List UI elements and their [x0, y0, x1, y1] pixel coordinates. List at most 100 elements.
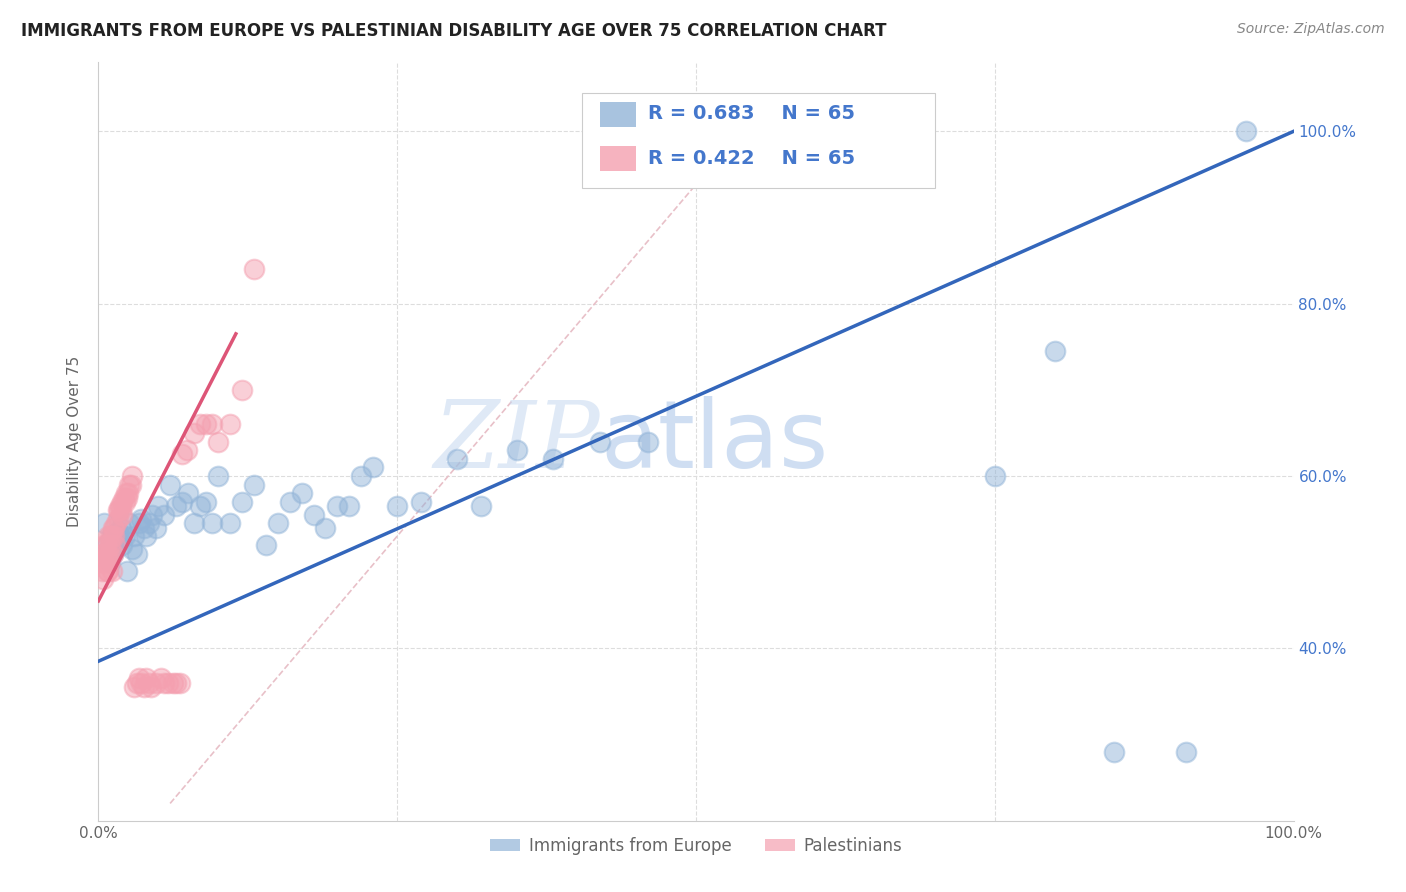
Point: [188, 499, 211, 513]
Point: [104, 538, 127, 552]
Point: [139, 680, 162, 694]
Point: [138, 675, 160, 690]
Point: [541, 451, 564, 466]
Point: [446, 451, 468, 466]
Point: [98, 538, 122, 552]
Point: [162, 675, 184, 690]
Point: [91, 573, 114, 587]
Point: [350, 469, 373, 483]
Point: [105, 533, 128, 548]
Point: [201, 417, 224, 432]
Point: [135, 672, 157, 686]
Point: [98, 555, 122, 569]
Point: [195, 495, 218, 509]
Point: [1234, 124, 1257, 138]
Point: [115, 491, 138, 505]
Point: [107, 503, 129, 517]
Point: [148, 499, 170, 513]
Point: [207, 434, 229, 449]
Point: [101, 547, 124, 561]
Point: [219, 417, 242, 432]
Point: [94, 538, 117, 552]
Point: [96, 564, 118, 578]
Point: [111, 538, 134, 552]
Point: [117, 486, 139, 500]
Point: [128, 516, 150, 531]
Point: [115, 486, 138, 500]
Point: [131, 675, 153, 690]
Point: [103, 521, 125, 535]
Point: [363, 460, 385, 475]
Point: [121, 542, 143, 557]
Point: [165, 499, 187, 513]
Point: [107, 503, 129, 517]
Point: [219, 516, 242, 531]
Point: [96, 538, 118, 552]
Point: [201, 516, 224, 531]
Point: [96, 547, 118, 561]
Point: [108, 499, 131, 513]
Point: [100, 564, 122, 578]
Point: [207, 469, 229, 483]
Bar: [600, 102, 637, 127]
Point: [183, 425, 205, 440]
Point: [128, 672, 150, 686]
Point: [326, 499, 349, 513]
Point: [97, 564, 120, 578]
Point: [132, 521, 155, 535]
Point: [104, 542, 127, 557]
Point: [103, 529, 125, 543]
Point: [98, 529, 122, 543]
Point: [188, 417, 211, 432]
Point: [195, 417, 218, 432]
Point: [98, 547, 121, 561]
Point: [118, 477, 141, 491]
Point: [291, 486, 314, 500]
Point: [589, 434, 612, 449]
Text: R = 0.683    N = 65: R = 0.683 N = 65: [648, 104, 855, 123]
Legend: Immigrants from Europe, Palestinians: Immigrants from Europe, Palestinians: [484, 830, 908, 862]
Point: [100, 529, 122, 543]
Point: [243, 262, 266, 277]
Point: [100, 529, 122, 543]
Point: [278, 495, 301, 509]
Point: [231, 383, 253, 397]
Point: [90, 555, 112, 569]
Text: R = 0.422    N = 65: R = 0.422 N = 65: [648, 149, 855, 169]
Point: [98, 550, 121, 565]
Point: [93, 555, 115, 569]
Point: [183, 516, 205, 531]
Point: [101, 521, 124, 535]
Point: [93, 538, 115, 552]
Point: [115, 564, 138, 578]
Point: [98, 555, 121, 569]
Point: [107, 529, 129, 543]
Point: [121, 469, 143, 483]
Point: [141, 508, 163, 522]
Point: [101, 547, 124, 561]
Point: [107, 512, 129, 526]
Point: [125, 675, 148, 690]
Point: [385, 499, 409, 513]
Point: [93, 516, 115, 531]
Point: [94, 550, 117, 565]
Point: [103, 538, 125, 552]
Point: [124, 680, 146, 694]
Point: [118, 516, 141, 531]
Point: [153, 508, 176, 522]
Point: [124, 529, 146, 543]
Point: [145, 521, 167, 535]
Text: atlas: atlas: [600, 395, 828, 488]
Point: [153, 675, 176, 690]
Point: [91, 564, 114, 578]
Point: [111, 495, 134, 509]
Point: [172, 495, 194, 509]
Point: [984, 469, 1007, 483]
Point: [254, 538, 277, 552]
Bar: [600, 145, 637, 171]
Point: [176, 443, 198, 458]
Point: [267, 516, 290, 531]
Point: [97, 529, 120, 543]
Point: [97, 547, 120, 561]
Point: [177, 486, 200, 500]
